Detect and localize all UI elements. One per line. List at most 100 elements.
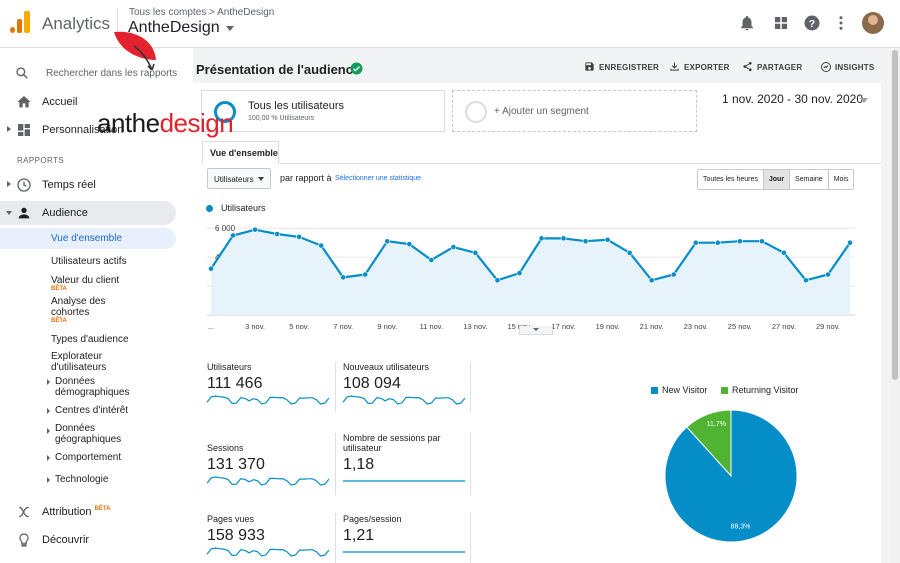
data-point[interactable] [230, 232, 236, 239]
metric-pages-per-session[interactable]: Pages/session 1,21 [343, 514, 467, 558]
data-point[interactable] [494, 277, 501, 284]
account-selector[interactable]: AntheDesign [128, 19, 220, 36]
top-bar: Analytics Tous les comptes > AntheDesign… [0, 0, 900, 48]
data-point[interactable] [340, 274, 347, 281]
sidebar-subitem-user-explorer[interactable]: Explorateur d'utilisateurs [51, 351, 107, 373]
chart-collapse-toggle[interactable] [519, 326, 553, 335]
insights-button[interactable]: INSIGHTS [821, 62, 874, 72]
sidebar-subitem-technology[interactable]: Technologie [55, 474, 109, 485]
expand-arrow-icon[interactable] [47, 477, 50, 483]
data-point[interactable] [560, 235, 567, 242]
data-point[interactable] [714, 239, 721, 246]
sidebar-item-customization[interactable]: Personnalisation [0, 118, 176, 142]
sidebar-subitem-geo[interactable]: Données géographiques [55, 423, 122, 445]
save-button[interactable]: ENREGISTRER [585, 62, 659, 72]
data-point[interactable] [582, 238, 589, 245]
users-line-chart[interactable]: 6 0004 0002 000...3 nov.5 nov.7 nov.9 no… [207, 217, 855, 331]
expand-arrow-icon[interactable] [7, 126, 11, 132]
sidebar-item-audience[interactable]: Audience [0, 201, 176, 225]
granularity-day-button[interactable]: Jour [763, 170, 791, 189]
metric-pageviews[interactable]: Pages vues 158 933 [207, 514, 331, 558]
sidebar-subitem-lifetime-value[interactable]: Valeur du client BÊTA [51, 275, 120, 292]
data-point[interactable] [274, 231, 281, 237]
analytics-logo-icon[interactable] [10, 11, 32, 33]
metric-users[interactable]: Utilisateurs 111 466 [207, 362, 331, 406]
sidebar-subitem-cohort-analysis[interactable]: Analyse des cohortes BÊTA [51, 296, 131, 325]
sidebar-subitem-interests[interactable]: Centres d'intérêt [55, 405, 129, 416]
data-point[interactable] [847, 239, 853, 246]
sidebar-subitem-overview[interactable]: Vue d'ensemble [0, 228, 176, 249]
metric-label: Utilisateurs [207, 362, 252, 372]
data-point[interactable] [406, 241, 413, 248]
data-point[interactable] [803, 277, 809, 284]
data-point[interactable] [318, 242, 325, 249]
search-input[interactable]: Rechercher dans les rapports [46, 68, 178, 79]
metric-sessions-per-user[interactable]: Nombre de sessions par utilisateur 1,18 [343, 433, 467, 487]
data-point[interactable] [736, 238, 743, 245]
visitor-pie-chart[interactable]: 11,7% 88,3% [663, 408, 799, 544]
help-icon[interactable]: ? [803, 14, 821, 32]
metric-sessions[interactable]: Sessions 131 370 [207, 443, 331, 487]
sidebar-item-discover[interactable]: Découvrir [0, 528, 176, 552]
report-search[interactable]: Rechercher dans les rapports [0, 56, 193, 90]
account-breadcrumb[interactable]: Tous les comptes > AntheDesign [129, 7, 275, 18]
data-point[interactable] [758, 238, 765, 245]
data-point[interactable] [384, 238, 391, 245]
data-point[interactable] [692, 239, 699, 246]
tab-overview[interactable]: Vue d'ensemble [202, 141, 279, 164]
sidebar-subitem-active-users[interactable]: Utilisateurs actifs [51, 256, 127, 267]
granularity-hourly-button[interactable]: Toutes les heures [698, 170, 764, 189]
sidebar-item-attribution[interactable]: Attribution BÊTA [0, 500, 176, 524]
data-point[interactable] [516, 270, 523, 276]
data-point[interactable] [252, 226, 258, 233]
sidebar-item-label: Personnalisation [42, 124, 124, 136]
data-point[interactable] [428, 257, 435, 263]
data-point[interactable] [538, 235, 545, 242]
export-button[interactable]: EXPORTER [670, 62, 730, 72]
collapse-arrow-icon[interactable] [6, 211, 12, 215]
data-point[interactable] [626, 249, 633, 256]
chevron-down-icon[interactable] [226, 26, 234, 31]
expand-arrow-icon[interactable] [47, 455, 50, 461]
data-point[interactable] [670, 271, 677, 278]
chevron-down-icon[interactable] [860, 98, 868, 103]
share-button[interactable]: PARTAGER [743, 61, 802, 72]
granularity-month-button[interactable]: Mois [828, 170, 854, 189]
avatar[interactable] [862, 12, 884, 34]
data-point[interactable] [780, 249, 787, 256]
granularity-week-button[interactable]: Semaine [790, 170, 829, 189]
segment-subtitle: 100,00 % Utilisateurs [248, 115, 315, 122]
sidebar-subitem-demographics[interactable]: Données démographiques [55, 376, 130, 398]
sidebar-subitem-behavior[interactable]: Comportement [55, 452, 122, 463]
data-point[interactable] [472, 249, 479, 256]
metric-value: 1,21 [343, 527, 375, 544]
sidebar-item-realtime[interactable]: Temps réel [0, 173, 176, 197]
segment-card[interactable]: Tous les utilisateurs 100,00 % Utilisate… [201, 90, 445, 132]
compare-label: par rapport à [280, 173, 332, 183]
select-metric-link[interactable]: Sélectionner une statistique [335, 175, 421, 182]
data-point[interactable] [450, 244, 457, 250]
date-range-picker[interactable]: 1 nov. 2020 - 30 nov. 2020 [722, 92, 863, 106]
data-point[interactable] [362, 271, 369, 278]
metric-new-users[interactable]: Nouveaux utilisateurs 108 094 [343, 362, 467, 406]
data-point[interactable] [825, 271, 831, 278]
sparkline [207, 476, 329, 486]
pie-slice-new-visitor[interactable] [664, 409, 798, 543]
more-vert-icon[interactable] [832, 14, 850, 32]
apps-grid-icon[interactable] [772, 14, 790, 32]
expand-arrow-icon[interactable] [47, 428, 50, 434]
scrollbar-thumb[interactable] [892, 50, 898, 380]
sidebar-subitem-audiences[interactable]: Types d'audience [51, 334, 129, 345]
metric-dropdown[interactable]: Utilisateurs [207, 168, 271, 189]
add-segment-button[interactable]: + Ajouter un segment [452, 90, 697, 132]
bell-icon[interactable] [738, 14, 756, 32]
data-point[interactable] [208, 265, 214, 272]
expand-arrow-icon[interactable] [7, 181, 11, 187]
sidebar-item-home[interactable]: Accueil [0, 90, 176, 114]
data-point[interactable] [296, 234, 303, 240]
data-point[interactable] [604, 236, 611, 243]
expand-arrow-icon[interactable] [47, 408, 50, 414]
app-name[interactable]: Analytics [42, 14, 111, 33]
data-point[interactable] [648, 277, 655, 284]
expand-arrow-icon[interactable] [47, 379, 50, 385]
